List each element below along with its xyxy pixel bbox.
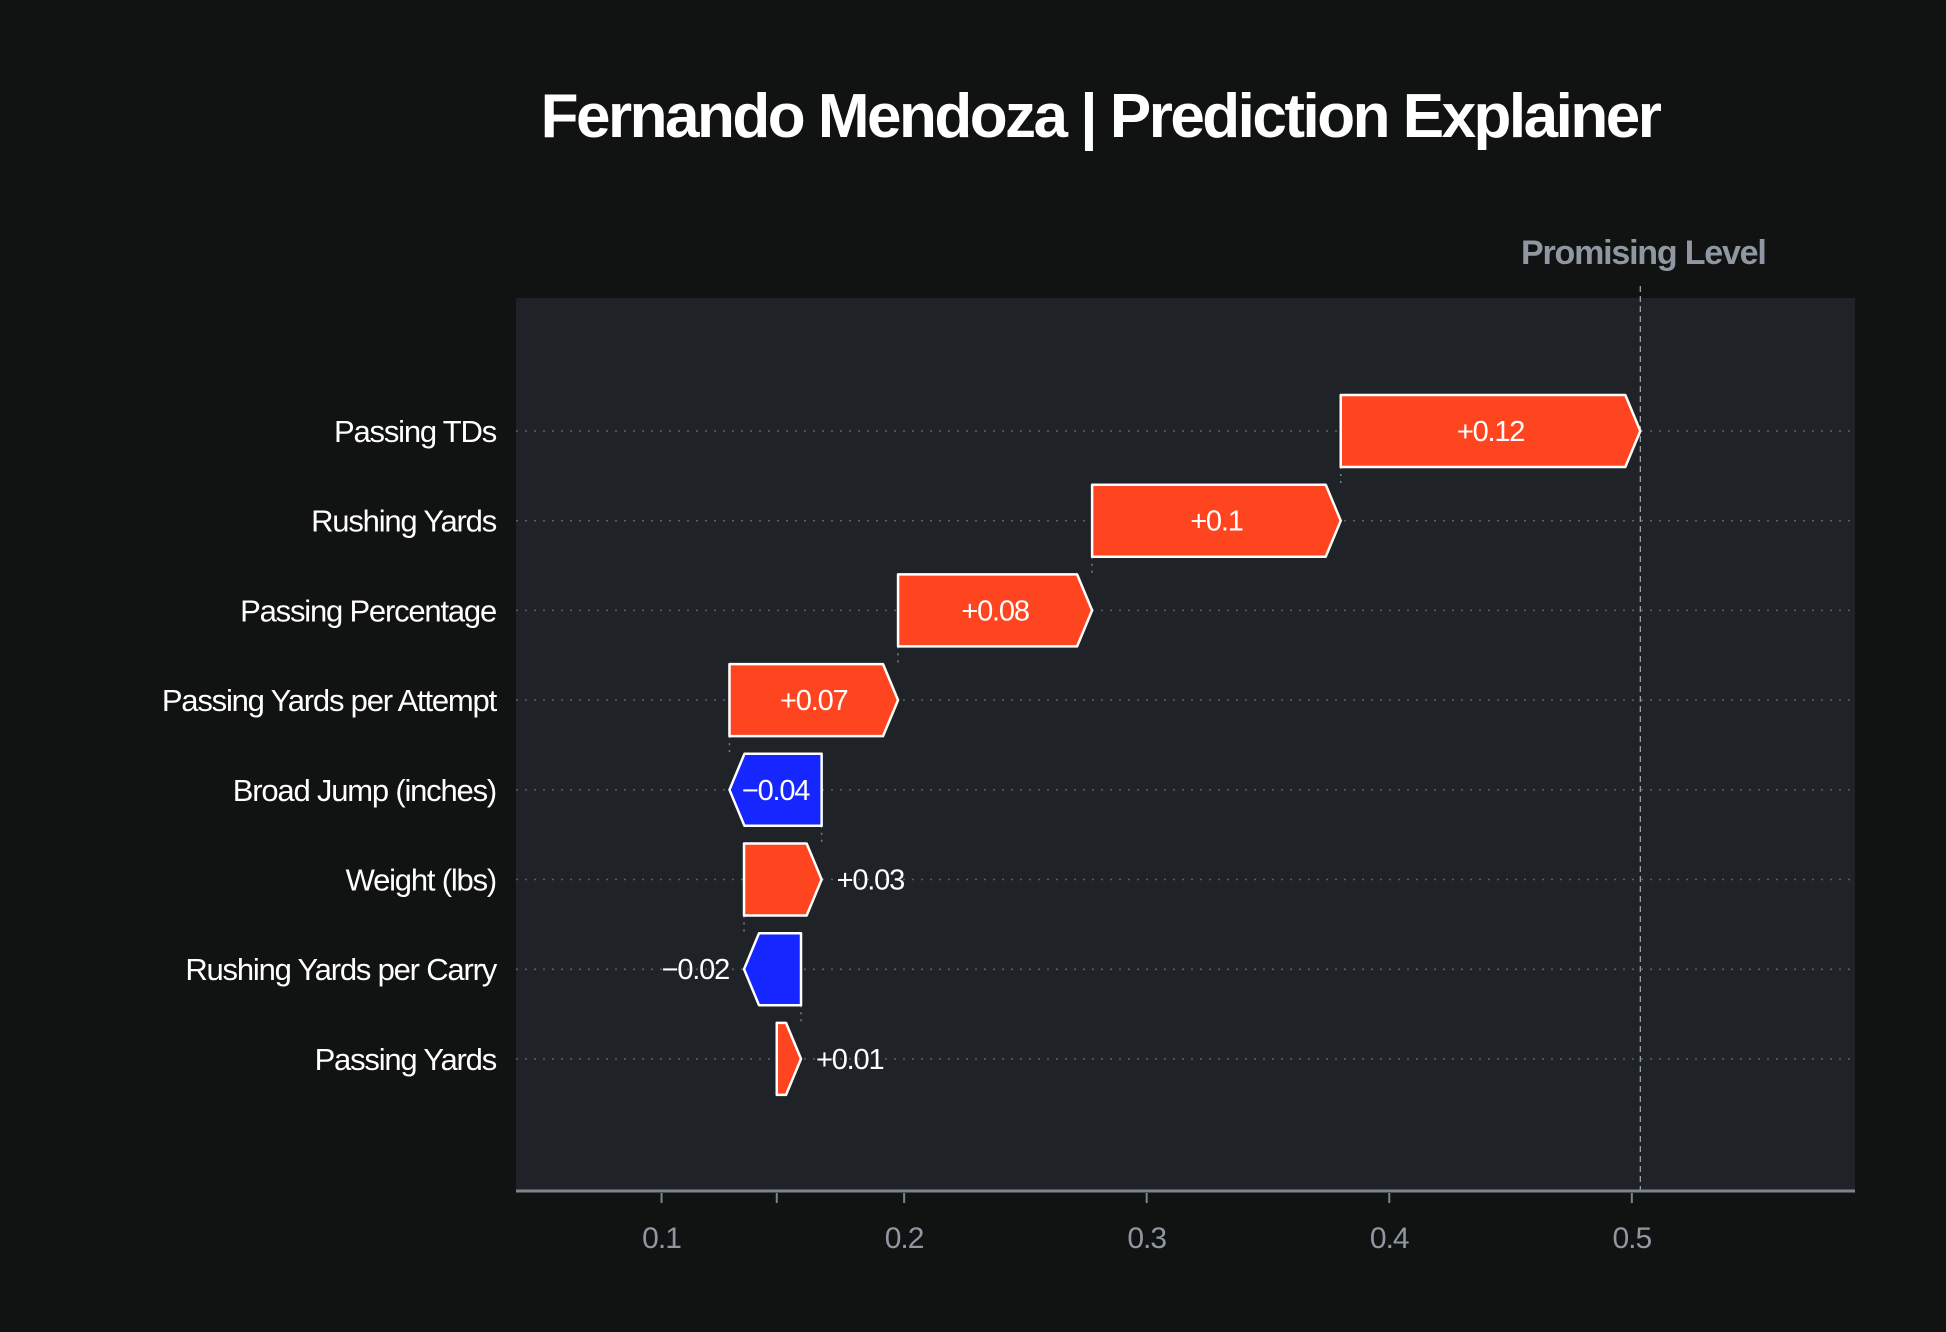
value-label: +0.03 bbox=[837, 865, 904, 897]
y-tick-label: Passing Percentage bbox=[240, 593, 496, 628]
bar-positive bbox=[896, 573, 1094, 648]
y-tick-label: Passing Yards per Attempt bbox=[162, 683, 498, 718]
bar-negative bbox=[728, 752, 823, 828]
x-tick-label: 0.1 bbox=[642, 1222, 681, 1255]
value-label: +0.07 bbox=[780, 685, 847, 717]
x-tick-label: 0.4 bbox=[1370, 1222, 1409, 1255]
value-label: −0.02 bbox=[662, 954, 729, 986]
y-tick-label: Broad Jump (inches) bbox=[233, 773, 496, 808]
value-label: −0.04 bbox=[742, 775, 810, 807]
bar-positive bbox=[728, 662, 900, 738]
bar-positive bbox=[1339, 393, 1642, 469]
chart-title: Fernando Mendoza | Prediction Explainer bbox=[541, 82, 1662, 152]
y-tick-label: Rushing Yards bbox=[311, 504, 497, 539]
promising-level-label: Promising Level bbox=[1521, 234, 1766, 272]
y-tick-label: Passing TDs bbox=[334, 414, 497, 449]
x-tick-label: 0.3 bbox=[1127, 1222, 1166, 1255]
y-tick-label: Passing Yards bbox=[315, 1042, 497, 1077]
value-label: +0.1 bbox=[1190, 506, 1243, 538]
value-label: +0.12 bbox=[1457, 416, 1524, 448]
plot-area bbox=[516, 298, 1855, 1191]
bar-positive bbox=[1090, 483, 1342, 558]
x-tick-label: 0.5 bbox=[1612, 1222, 1651, 1255]
bar-positive bbox=[775, 1021, 803, 1097]
x-tick-label: 0.2 bbox=[885, 1222, 924, 1255]
value-label: +0.01 bbox=[816, 1044, 883, 1076]
bar-negative bbox=[742, 931, 803, 1007]
y-tick-label: Weight (lbs) bbox=[346, 863, 496, 898]
bar-positive bbox=[742, 842, 823, 917]
y-tick-label: Rushing Yards per Carry bbox=[185, 952, 497, 987]
value-label: +0.08 bbox=[961, 595, 1028, 627]
